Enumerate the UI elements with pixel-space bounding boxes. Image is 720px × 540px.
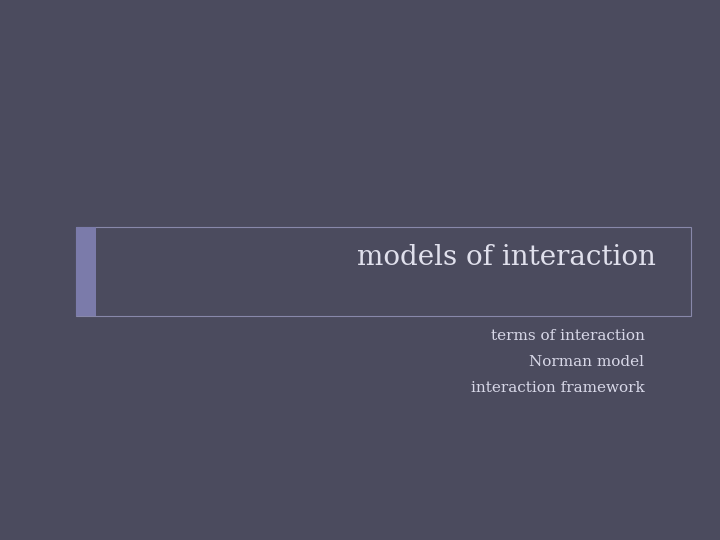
Bar xyxy=(76,227,691,316)
Text: models of interaction: models of interaction xyxy=(357,245,656,272)
Text: terms of interaction: terms of interaction xyxy=(490,329,644,343)
Text: interaction framework: interaction framework xyxy=(471,381,644,395)
Text: Norman model: Norman model xyxy=(529,355,644,369)
Bar xyxy=(76,227,96,316)
